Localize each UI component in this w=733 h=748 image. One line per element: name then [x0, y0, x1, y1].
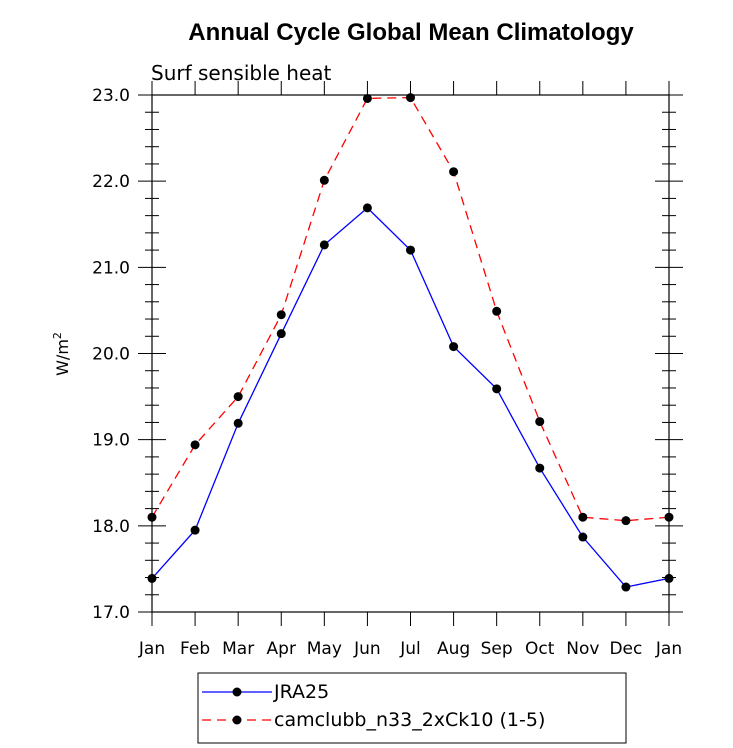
series-2-point [578, 512, 588, 522]
series-line-1 [151, 207, 670, 588]
series-2-point [664, 512, 674, 522]
series-line-2 [151, 96, 670, 522]
series-2-point [535, 417, 545, 427]
series-1-point [233, 418, 243, 428]
legend-box [197, 672, 627, 744]
series-2-point [406, 93, 415, 103]
x-tick-label: Feb [180, 639, 210, 659]
legend: JRA25 camclubb_n33_2xCk10 (1-5) [197, 672, 627, 744]
x-tick-label: Jul [399, 639, 421, 659]
series-2-point [492, 306, 502, 316]
chart-title: Annual Cycle Global Mean Climatology [188, 19, 634, 46]
series-1-point [621, 582, 631, 592]
legend-marker [232, 715, 242, 725]
series-layer [147, 93, 674, 592]
x-tick-label: Nov [566, 639, 599, 659]
series-2-point [147, 512, 157, 522]
series-2-point [233, 392, 243, 402]
y-tick-label: 22.0 [92, 172, 130, 192]
y-tick-label: 18.0 [92, 517, 130, 537]
series-1-point [147, 573, 157, 583]
series-1-point [492, 384, 502, 394]
x-tick-label: Oct [525, 639, 555, 659]
series-1-point [276, 329, 286, 339]
y-tick-label: 19.0 [92, 431, 130, 451]
legend-label: camclubb_n33_2xCk10 (1-5) [274, 709, 545, 731]
series-2-point [276, 310, 286, 320]
series-2-point [449, 167, 459, 177]
x-tick-label: Dec [609, 639, 642, 659]
legend-label: JRA25 [273, 681, 329, 703]
axes-group: 17.0 18.0 19.0 20.0 21.0 22.0 23.0 Jan Feb Mar Apr… [92, 81, 683, 659]
series-2-point [362, 93, 372, 103]
legend-marker [232, 687, 242, 697]
x-tick-label: Jan [655, 639, 682, 659]
series-1-point [406, 245, 415, 255]
series-1-point [319, 240, 329, 250]
y-axis-label: W/m2 [51, 332, 72, 376]
y-tick-label: 20.0 [92, 345, 130, 365]
x-tick-label: Apr [267, 639, 296, 659]
x-tick-label: Jun [353, 639, 381, 659]
y-tick-label: 23.0 [92, 86, 130, 106]
plot-frame [151, 94, 670, 613]
chart-subtitle: Surf sensible heat [151, 61, 332, 85]
series-1-point [362, 203, 372, 213]
series-1-point [578, 532, 588, 542]
x-tick-label: Mar [222, 639, 254, 659]
series-1-point [190, 525, 200, 535]
y-tick-label: 21.0 [92, 258, 130, 278]
x-tick-label: Jan [138, 639, 165, 659]
series-2-point [621, 516, 631, 526]
series-1-point [664, 573, 674, 583]
series-2-point [319, 175, 329, 185]
x-tick-label: Sep [481, 639, 513, 659]
series-2-point [190, 440, 200, 450]
x-tick-label: Aug [437, 639, 470, 659]
y-tick-label: 17.0 [92, 603, 130, 623]
x-tick-label: May [307, 639, 342, 659]
series-1-point [535, 463, 545, 473]
series-1-point [449, 342, 459, 352]
